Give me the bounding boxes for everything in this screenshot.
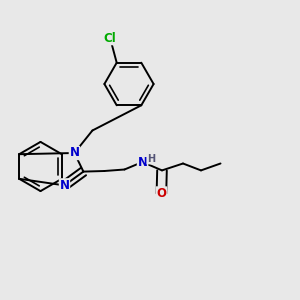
Text: O: O [156,187,167,200]
Text: N: N [59,179,70,192]
Text: N: N [69,146,80,160]
Text: Cl: Cl [104,32,116,45]
Text: H: H [147,154,155,164]
Text: N: N [137,155,148,169]
